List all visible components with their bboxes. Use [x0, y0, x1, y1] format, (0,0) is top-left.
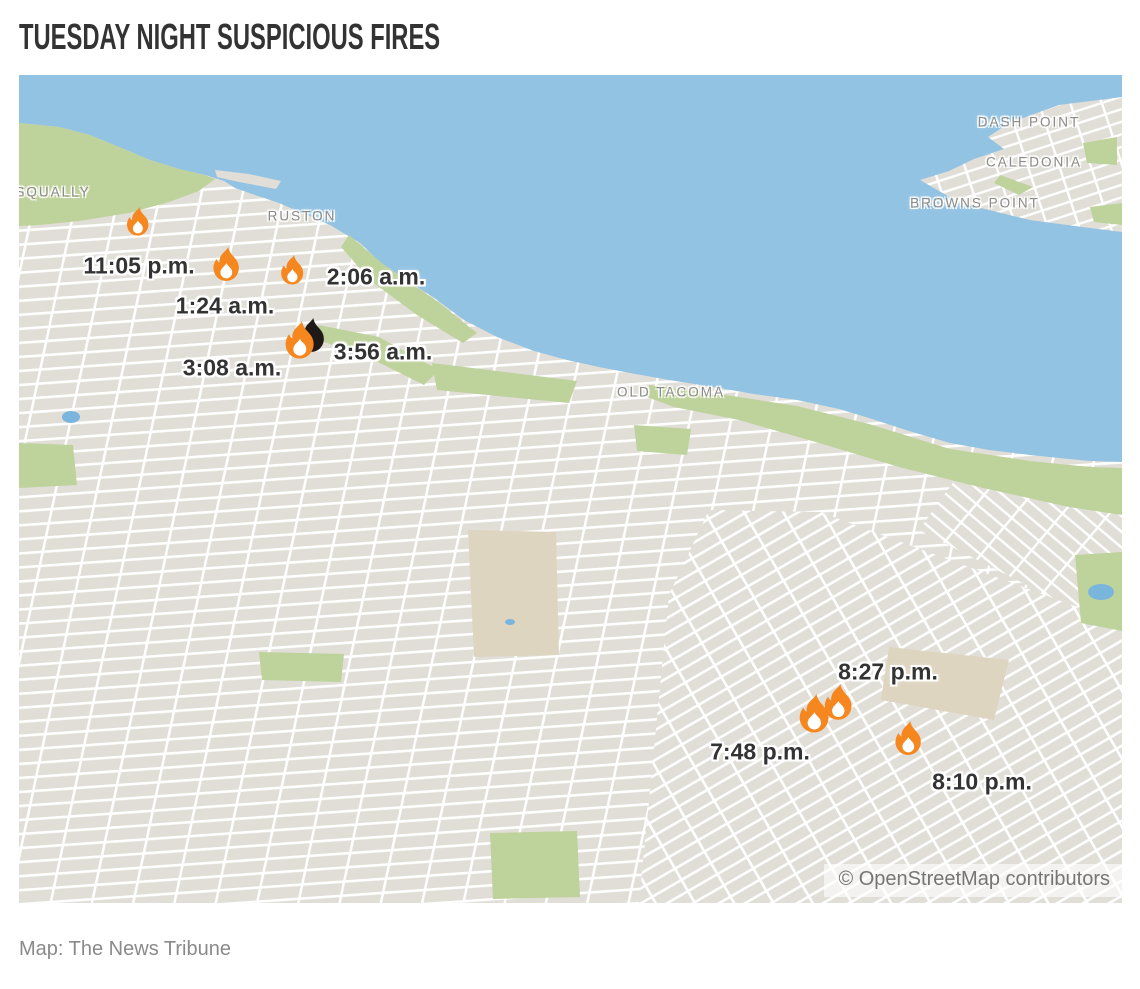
peninsula-browns-point — [920, 97, 1122, 232]
park-old-tacoma — [432, 363, 577, 403]
fire-marker-icon — [279, 255, 306, 288]
park-point-defiance — [19, 123, 215, 226]
pond-left — [62, 411, 80, 423]
district-southeast — [639, 510, 1122, 903]
map-credit: Map: The News Tribune — [19, 938, 231, 960]
park-mid — [634, 425, 691, 455]
pond-right-park — [1088, 584, 1114, 600]
fire-marker-icon — [822, 684, 855, 724]
fire-time-label: 3:56 a.m. — [333, 338, 433, 365]
park-shore-band-1 — [315, 325, 439, 385]
fire-time-label: 8:27 p.m. — [838, 658, 938, 685]
place-label-old-tacoma: OLD TACOMA — [616, 384, 726, 400]
park-left-edge — [19, 443, 77, 488]
fire-time-label: 2:06 a.m. — [326, 263, 426, 290]
park-peninsula-3 — [1090, 203, 1122, 225]
fire-marker-icon — [893, 721, 924, 759]
park-ne-bluff — [647, 385, 1122, 515]
place-label-caledonia: CALEDONIA — [985, 154, 1083, 170]
place-label-browns-point: BROWNS POINT — [910, 195, 1040, 211]
place-label-ruston: RUSTON — [267, 208, 337, 224]
fire-time-label: 7:48 p.m. — [710, 738, 810, 765]
ruston-spit — [215, 170, 281, 189]
map: SQUALLY RUSTON DASH POINT CALEDONIA BROWNS P… — [19, 75, 1122, 903]
map-overlay: SQUALLY RUSTON DASH POINT CALEDONIA BROWNS P… — [19, 75, 1122, 903]
park-peninsula-2 — [994, 175, 1033, 195]
park-bottom-mid — [490, 831, 580, 899]
fire-marker-icon — [283, 321, 317, 363]
place-label-dash-point: DASH POINT — [977, 114, 1081, 130]
pond-mid — [505, 619, 515, 625]
park-midleft — [259, 652, 344, 682]
fire-time-label: 8:10 p.m. — [932, 768, 1032, 795]
fire-marker-icon — [125, 207, 151, 239]
fire-time-label: 1:24 a.m. — [175, 292, 275, 319]
district-tan-port — [468, 530, 559, 657]
park-peninsula-1 — [1083, 137, 1117, 165]
fire-time-label: 3:08 a.m. — [182, 354, 282, 381]
district-tan-se — [881, 647, 1009, 720]
page-title: TUESDAY NIGHT SUSPICIOUS FIRES — [19, 16, 441, 57]
fire-marker-icon — [211, 247, 242, 285]
park-shore-band-2 — [341, 235, 477, 343]
place-label-squally: SQUALLY — [19, 184, 91, 200]
fire-time-label: 11:05 p.m. — [83, 252, 195, 279]
map-attribution: © OpenStreetMap contributors — [824, 864, 1122, 897]
